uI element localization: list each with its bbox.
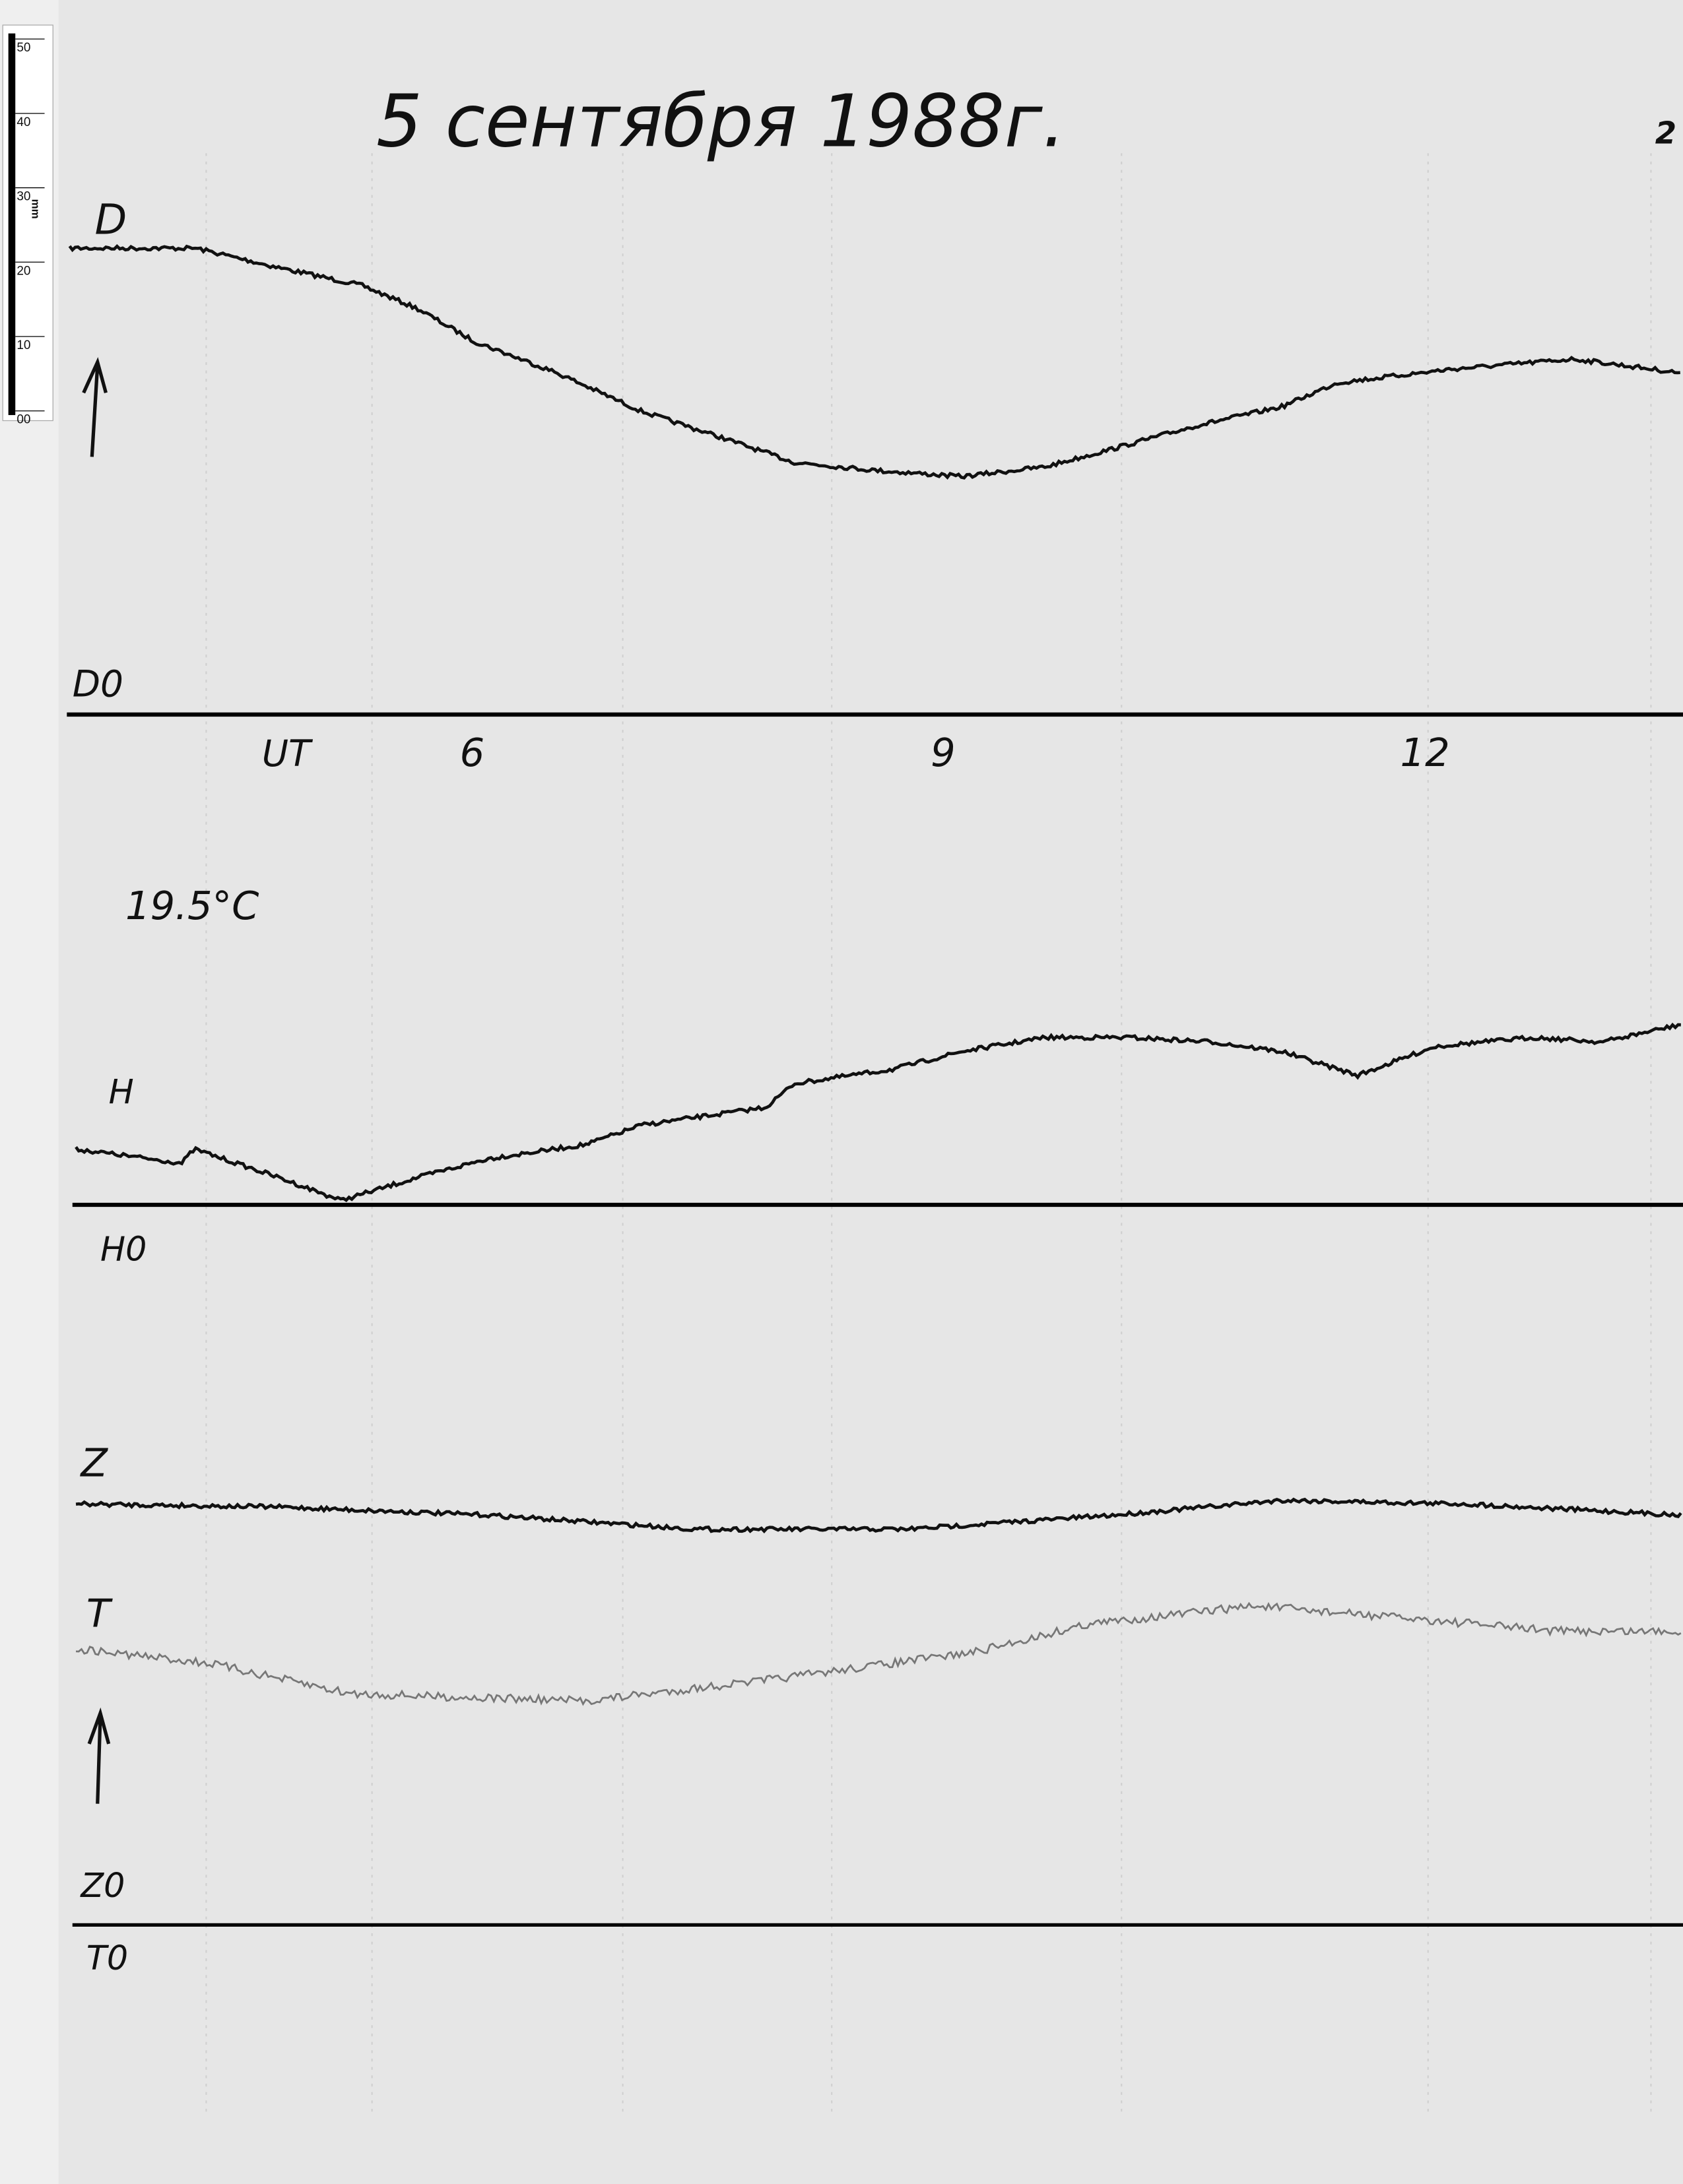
tick-6: 6 <box>460 730 485 775</box>
trace-d <box>68 243 1680 480</box>
label-h0: H0 <box>100 1229 147 1268</box>
trace-h <box>75 1022 1681 1203</box>
label-h: H <box>109 1072 134 1111</box>
label-z0: Z0 <box>79 1866 125 1905</box>
ruler-unit: mm <box>30 199 42 219</box>
label-t0: T0 <box>86 1939 128 1977</box>
ruler-label: 00 <box>16 413 30 427</box>
arrow-up-icon <box>82 357 108 457</box>
ruler-label: 10 <box>16 338 30 352</box>
tick-12: 12 <box>1400 730 1449 775</box>
label-ut: UT <box>262 732 314 775</box>
page-mark: 2 <box>1655 115 1676 150</box>
chart-title: 5 сентября 1988г. <box>376 79 1065 164</box>
label-z: Z <box>79 1440 108 1486</box>
ruler-label: 40 <box>16 115 30 129</box>
mm-ruler: 50 40 30 20 10 00 mm <box>2 24 53 427</box>
ruler-label: 50 <box>16 41 30 55</box>
trace-t <box>75 1601 1682 1706</box>
tick-9: 9 <box>931 730 956 775</box>
label-t: T <box>86 1591 113 1636</box>
arrow-up-icon <box>87 1707 111 1804</box>
trace-z <box>75 1497 1682 1533</box>
label-d: D <box>95 195 127 244</box>
ruler-label: 30 <box>16 190 30 204</box>
ruler-label: 20 <box>16 264 30 278</box>
temperature-label: 19.5°C <box>125 883 259 928</box>
label-d0: D0 <box>73 662 123 705</box>
